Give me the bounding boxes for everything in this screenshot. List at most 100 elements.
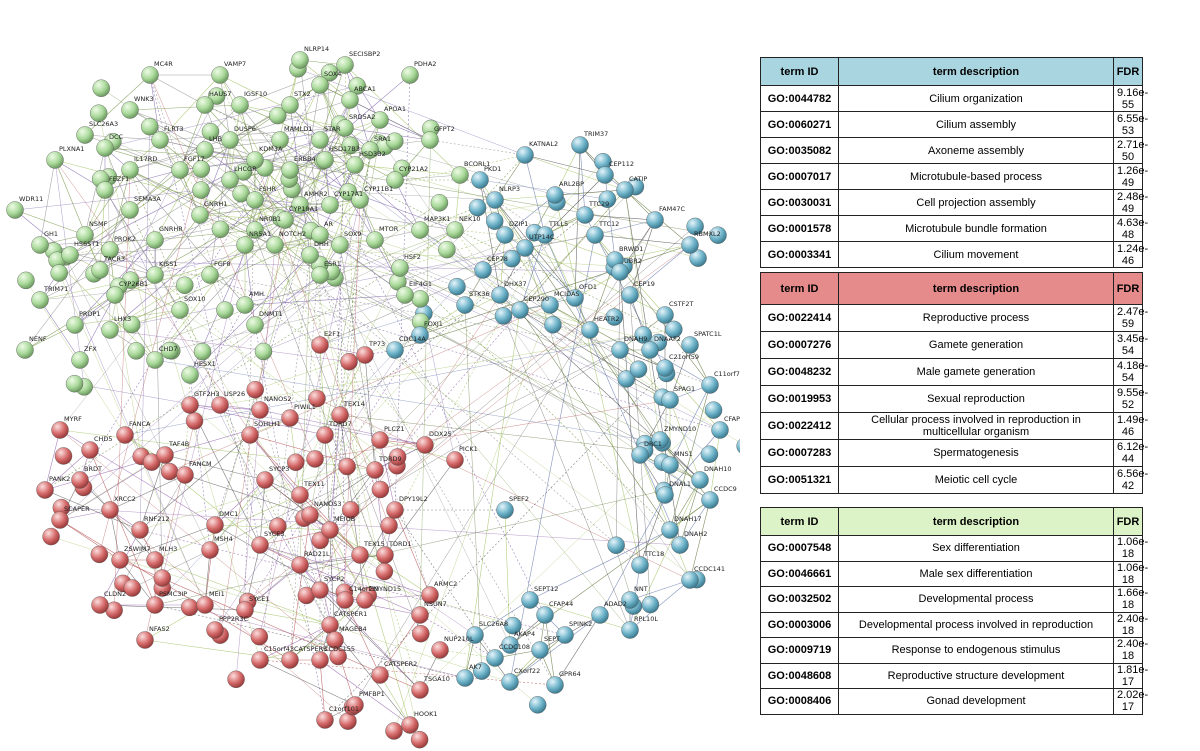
- node: [321, 616, 339, 634]
- edge: [339, 244, 381, 490]
- node: [656, 486, 674, 504]
- node: [431, 641, 449, 659]
- edge: [39, 159, 56, 246]
- node: [641, 595, 660, 614]
- edge: [499, 234, 506, 296]
- node: [50, 264, 68, 282]
- node-label: CEP112: [609, 160, 634, 168]
- edge: [639, 494, 666, 566]
- node: [76, 226, 94, 244]
- node: [656, 306, 674, 324]
- node: [31, 236, 49, 254]
- edge: [112, 141, 621, 351]
- node: [371, 666, 389, 684]
- node-label: BCORL1: [464, 160, 490, 168]
- edge: [244, 609, 331, 626]
- edge: [329, 469, 376, 531]
- edge: [247, 294, 631, 602]
- node-label: TDRD1: [388, 540, 412, 548]
- table-row: GO:0044782 Cilium organization 9.16e-55: [760, 85, 1148, 112]
- edge: [239, 104, 291, 171]
- node-label: CYP17A1: [334, 190, 363, 198]
- node-label: NR0B1: [259, 215, 281, 223]
- edge: [394, 509, 431, 596]
- term-description: Axoneme assembly: [838, 137, 1114, 164]
- node-label: FAM47C: [659, 205, 685, 213]
- node-label: LHX3: [114, 315, 131, 323]
- node-label: DZIP1: [509, 220, 528, 228]
- node: [236, 296, 254, 314]
- node-label: C14orf39: [349, 585, 379, 593]
- node: [471, 171, 489, 189]
- edge: [384, 146, 691, 581]
- node: [466, 626, 484, 644]
- node-label: TDRD7: [328, 420, 352, 428]
- node-label: NEK10: [459, 215, 481, 223]
- term-id: GO:0007548: [760, 535, 839, 562]
- edge: [279, 139, 331, 206]
- nodes: MC4R VAMP7 NLRP14 SECISBP2 SOX4 PDHA2 HAUS7 IGS…: [6, 45, 740, 749]
- node: [342, 501, 360, 519]
- node: [376, 546, 394, 564]
- node-label: AMHR2: [304, 190, 328, 198]
- node: [611, 341, 629, 359]
- node: [320, 63, 339, 82]
- fdr: 1.24e-46: [1113, 241, 1148, 268]
- node-label: SPINK2: [569, 620, 592, 628]
- node-label: PANK2: [49, 475, 70, 483]
- node: [291, 556, 309, 574]
- node: [16, 341, 34, 359]
- edge: [284, 219, 556, 686]
- node: [351, 546, 369, 564]
- term-description: Reproductive process: [838, 304, 1114, 332]
- edge: [629, 219, 656, 296]
- edge: [529, 599, 631, 631]
- edge: [629, 244, 691, 296]
- node: [311, 266, 329, 284]
- edge: [319, 659, 326, 721]
- node: [386, 171, 404, 189]
- node-label: PLCZ1: [384, 425, 405, 433]
- node: [641, 341, 659, 359]
- edge: [129, 149, 206, 211]
- node: [136, 631, 154, 649]
- edge: [544, 174, 606, 236]
- table-row: GO:0048608 Reproductive structure develop…: [760, 662, 1148, 689]
- edge: [419, 614, 496, 659]
- node-label: MNS1: [674, 450, 693, 458]
- node-label: PICK1: [459, 445, 478, 453]
- edge: [319, 199, 361, 236]
- node-label: PIWIL1: [294, 403, 316, 411]
- node: [207, 87, 226, 105]
- edge: [599, 494, 666, 616]
- fdr: 1.06e-18: [1113, 560, 1148, 587]
- edge: [359, 119, 381, 201]
- node: [689, 249, 707, 267]
- edge: [124, 334, 644, 436]
- fdr: 1.66e-18: [1113, 586, 1148, 613]
- edge: [84, 147, 106, 236]
- node: [193, 342, 212, 361]
- edge: [139, 454, 166, 531]
- node: [661, 521, 679, 539]
- node: [691, 471, 709, 489]
- term-description: Microtubule bundle formation: [838, 215, 1114, 242]
- node: [246, 316, 264, 334]
- term-description: Meiotic cell cycle: [838, 466, 1114, 494]
- edge: [509, 614, 601, 683]
- edge: [544, 614, 556, 686]
- header-cell: term ID: [760, 57, 839, 86]
- node-label: SRD5A2: [349, 113, 375, 121]
- node: [236, 236, 254, 254]
- edge: [659, 439, 711, 501]
- edge: [184, 374, 191, 476]
- node: [71, 471, 89, 489]
- node-label: NSUN7: [424, 600, 447, 608]
- node: [494, 307, 513, 325]
- node: [338, 457, 356, 476]
- node-label: DNMT1: [259, 310, 283, 318]
- edge: [54, 159, 85, 387]
- node-label: SOHLH1: [254, 420, 281, 428]
- node: [411, 290, 429, 308]
- node: [446, 221, 464, 239]
